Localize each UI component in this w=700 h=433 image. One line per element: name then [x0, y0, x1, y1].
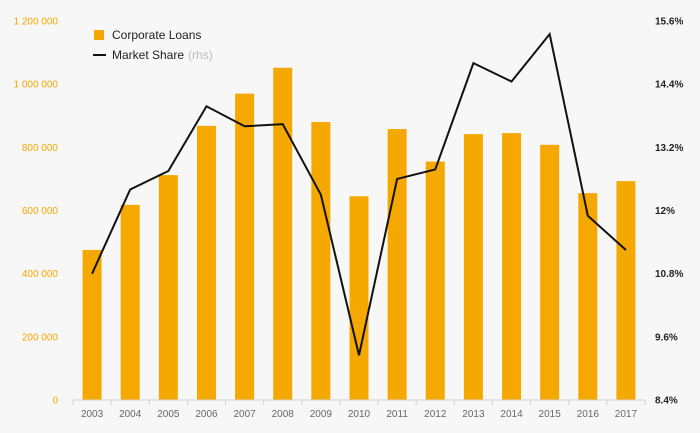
legend-swatch-corporate-loans	[94, 30, 104, 40]
bar	[311, 122, 331, 401]
left-tick-label: 1 000 000	[14, 80, 59, 91]
bar	[502, 133, 522, 400]
left-axis-ticks: 0 200 000 400 000 600 000 800 000 1 000 000 1 …	[14, 17, 59, 407]
right-tick-label: 9.6%	[655, 332, 678, 343]
bar	[120, 204, 140, 400]
x-tick-label: 2004	[119, 409, 142, 420]
bar	[158, 175, 178, 400]
bar	[82, 249, 102, 400]
bar	[349, 196, 369, 400]
legend-label-corporate-loans: Corporate Loans	[112, 28, 201, 42]
bar	[425, 161, 445, 400]
right-tick-label: 14.4%	[655, 80, 683, 91]
x-tick-label: 2011	[386, 409, 408, 420]
bar	[387, 129, 407, 400]
left-tick-label: 0	[52, 396, 58, 407]
x-tick-label: 2015	[539, 409, 562, 420]
x-tick-label: 2008	[272, 409, 295, 420]
x-tick-label: 2005	[157, 409, 180, 420]
legend-label-market-share-name: Market Share	[112, 48, 184, 62]
right-tick-label: 13.2%	[655, 143, 683, 154]
left-tick-label: 400 000	[22, 269, 59, 280]
x-tick-label: 2014	[500, 409, 523, 420]
left-tick-label: 1 200 000	[14, 17, 59, 28]
legend-label-market-share: Market Share (rhs)	[112, 48, 213, 62]
legend: Corporate Loans Market Share (rhs)	[93, 28, 213, 62]
x-tick-label: 2006	[195, 409, 218, 420]
right-axis-ticks: 8.4% 9.6% 10.8% 12% 13.2% 14.4% 15.6%	[655, 17, 683, 407]
right-tick-label: 15.6%	[655, 17, 683, 28]
x-tick-label: 2009	[310, 409, 333, 420]
x-tick-label: 2016	[577, 409, 600, 420]
x-tick-label: 2003	[81, 409, 104, 420]
x-tick-label: 2010	[348, 409, 371, 420]
bar	[235, 93, 255, 401]
x-tick-label: 2017	[615, 409, 638, 420]
x-tick-label: 2007	[233, 409, 256, 420]
x-axis-ticks: 2003 2004 2005 2006 2007 2008 2009 2010 2011 2012…	[72, 400, 646, 420]
bar-series	[82, 67, 636, 401]
right-tick-label: 10.8%	[655, 269, 683, 280]
bar	[616, 181, 636, 400]
legend-label-market-share-suffix: (rhs)	[188, 48, 213, 62]
x-tick-label: 2013	[462, 409, 485, 420]
bar	[578, 193, 598, 400]
market-share-line	[91, 31, 627, 356]
left-tick-label: 200 000	[22, 332, 59, 343]
x-tick-label: 2012	[424, 409, 447, 420]
left-tick-label: 800 000	[22, 143, 59, 154]
bar	[463, 134, 483, 400]
left-tick-label: 600 000	[22, 206, 59, 217]
bar	[273, 67, 293, 400]
bar	[540, 144, 560, 400]
right-tick-label: 12%	[655, 206, 675, 217]
bar	[196, 125, 216, 401]
right-tick-label: 8.4%	[655, 396, 678, 407]
